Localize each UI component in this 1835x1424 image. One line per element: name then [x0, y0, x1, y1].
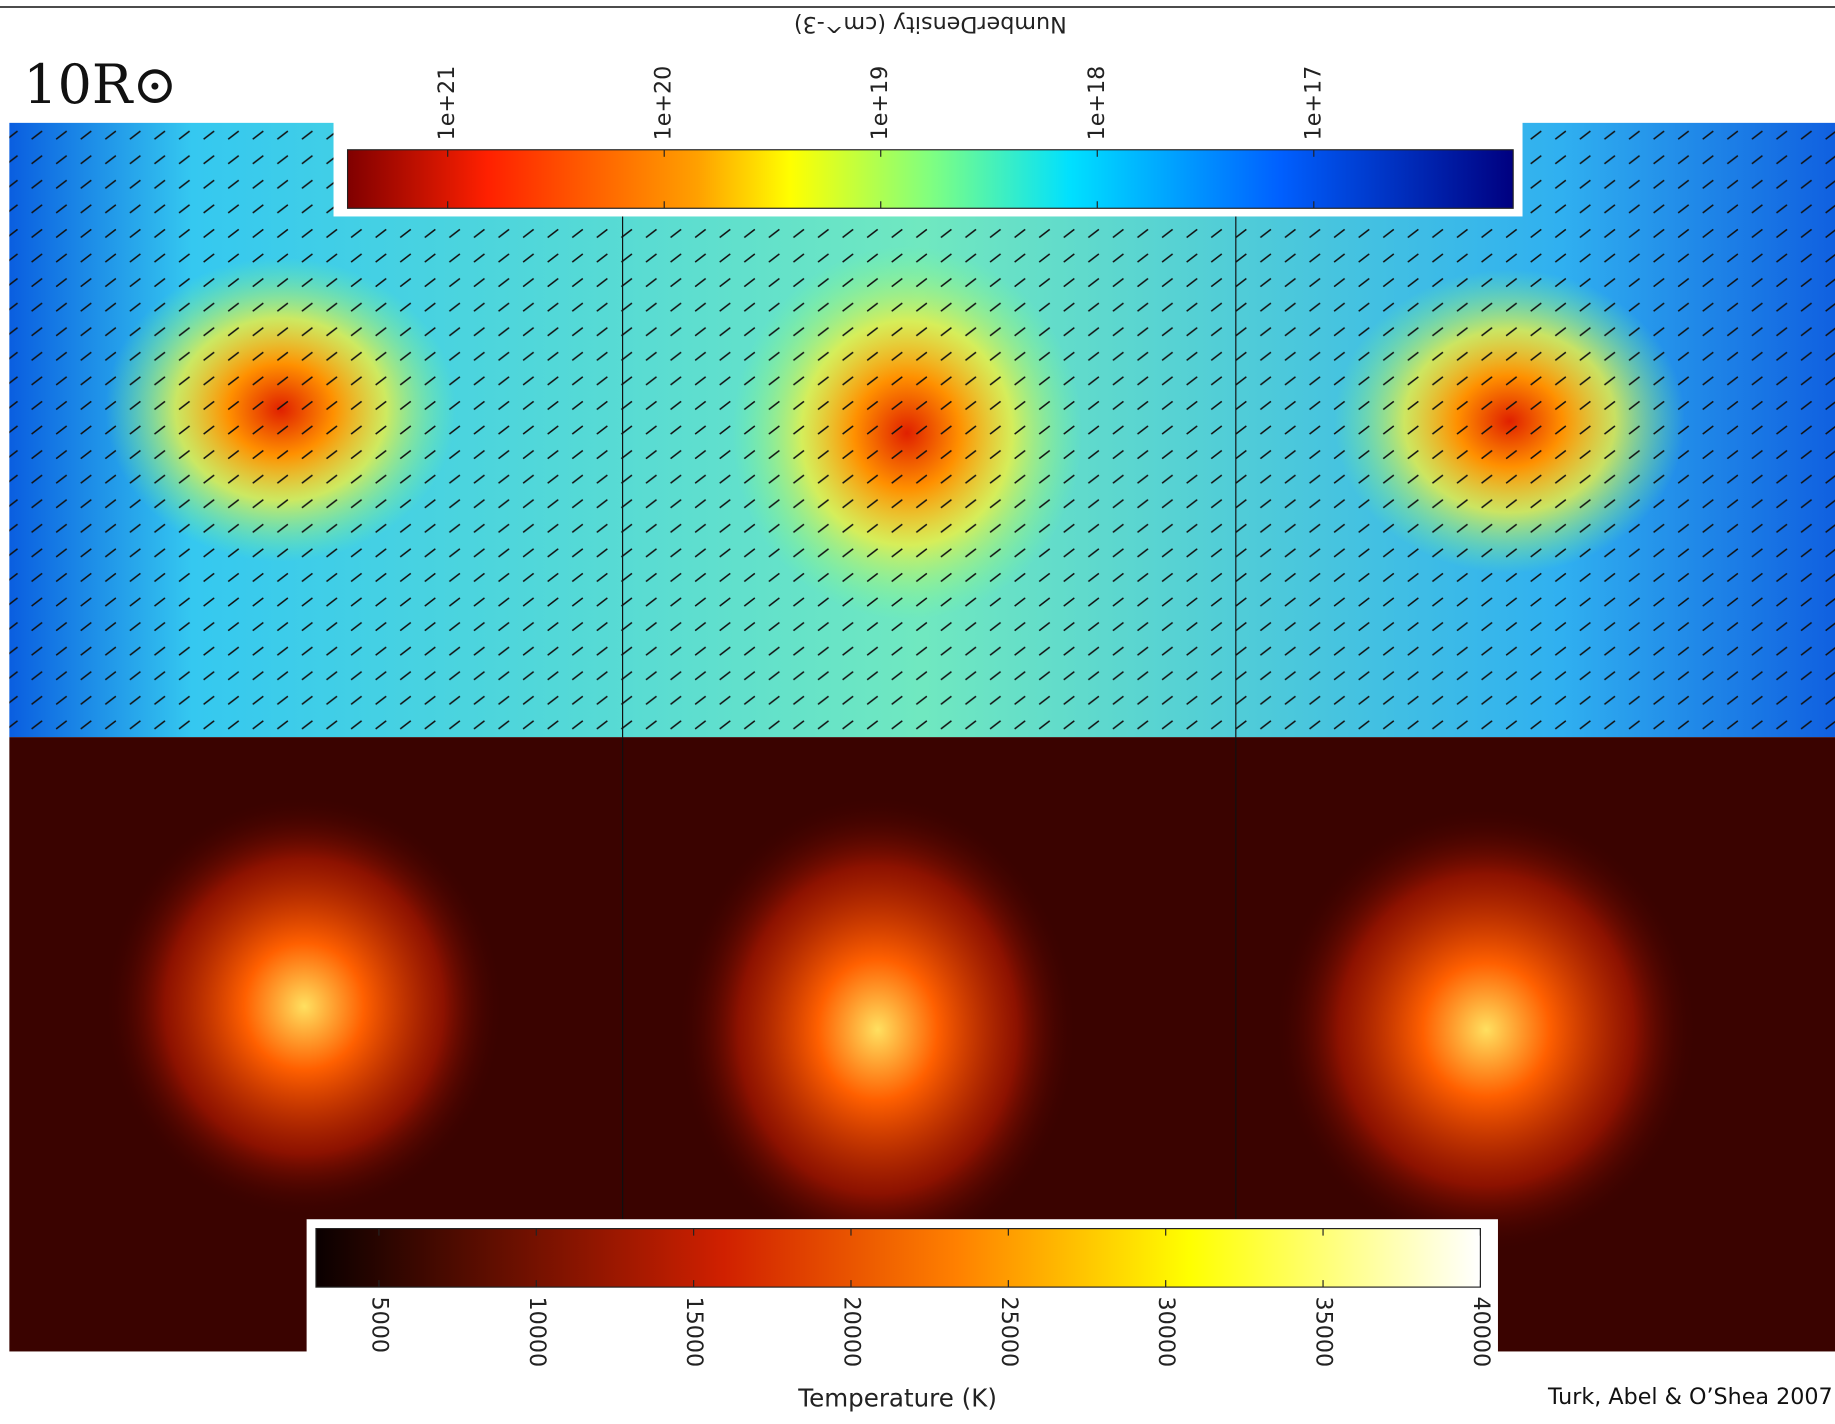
temperature-title: Temperature (K) [797, 1383, 997, 1412]
colorbar-tick-label: 30000 [1153, 1296, 1179, 1367]
colorbar-tick-label: 1e+20 [651, 66, 677, 141]
panel-label: 10R⊙ [23, 53, 177, 116]
colorbar-tick-label: 5000 [366, 1296, 392, 1353]
figure: 10R⊙ NumberDensity (cm^-3) Temperature (… [0, 0, 1835, 1424]
colorbar-tick-label: 25000 [996, 1296, 1022, 1367]
colorbar-tick-label: 1e+17 [1300, 66, 1326, 141]
colorbar-tick-label: 1e+21 [434, 66, 460, 141]
colorbar-tick-label: 10000 [524, 1296, 550, 1367]
colorbar-tick-label: 35000 [1311, 1296, 1337, 1367]
colorbar-tick-label: 20000 [838, 1296, 864, 1367]
colorbar-tick-label: 1e+18 [1084, 66, 1110, 141]
colorbar-tick-label: 1e+19 [867, 66, 893, 141]
density-title: NumberDensity (cm^-3) [794, 11, 1067, 37]
colorbar-tick-label: 40000 [1468, 1296, 1494, 1367]
temperature-colorbar [316, 1229, 1480, 1288]
density-colorbar [348, 150, 1514, 209]
credit: Turk, Abel & O’Shea 2007 [1547, 1384, 1833, 1410]
colorbar-tick-label: 15000 [681, 1296, 707, 1367]
